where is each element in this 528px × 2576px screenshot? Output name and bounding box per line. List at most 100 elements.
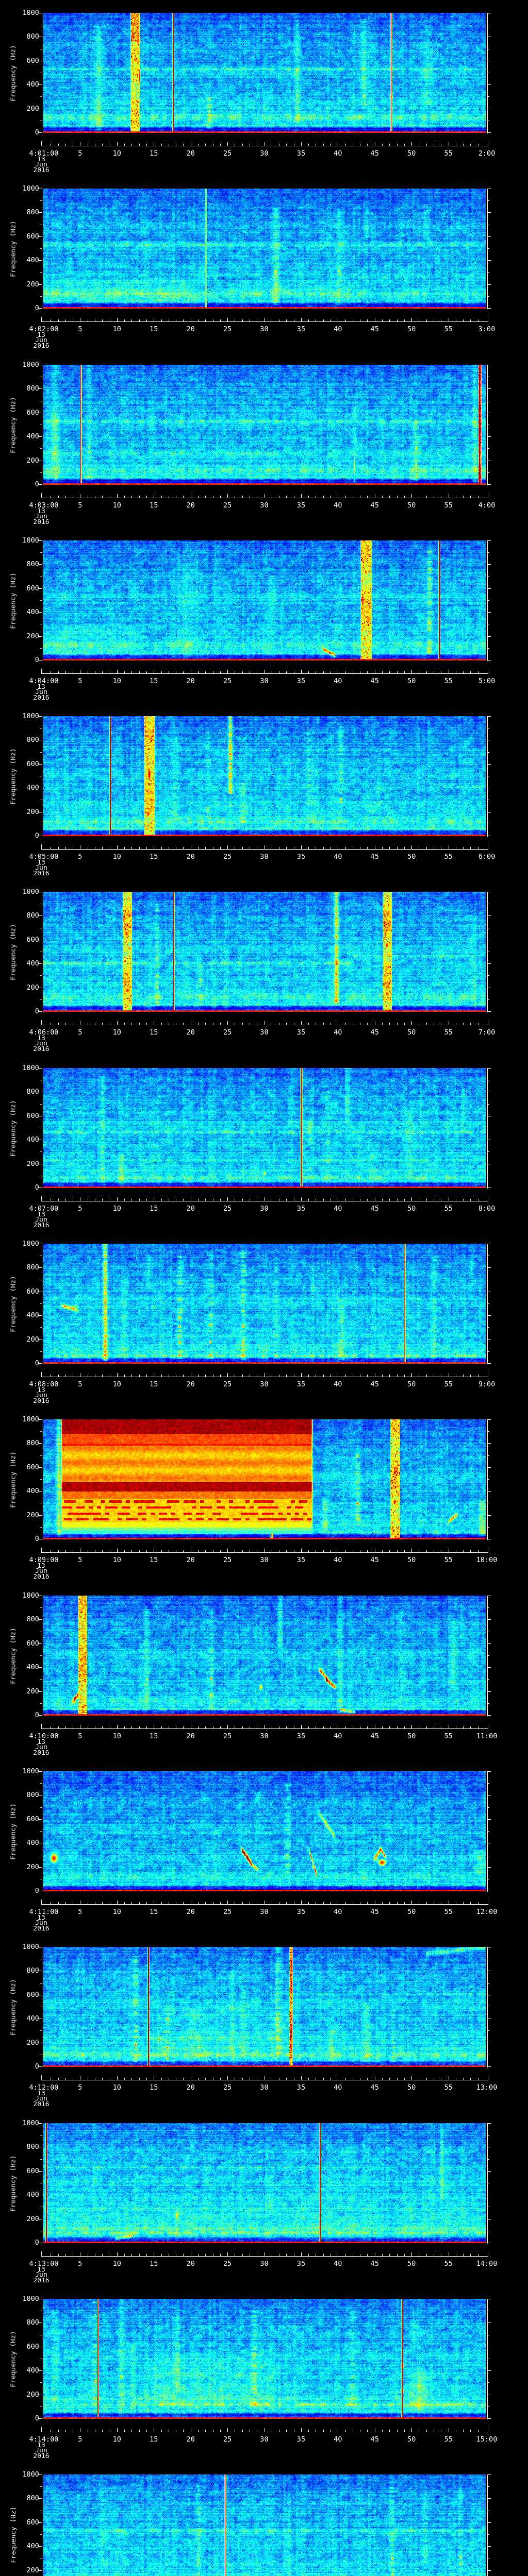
x-tick-label: 10 [113,1556,121,1564]
x-tick-label: 15 [150,2436,158,2443]
x-tick-label: 15 [150,1733,158,1740]
x-tick-label: 30 [260,853,268,860]
x-tick-label: 15 [150,2084,158,2091]
x-tick-label: 15 [150,2260,158,2267]
y-tick-label: 1000 [0,1592,39,1599]
y-tick-label: 1000 [0,888,39,895]
y-tick-label: 400 [0,2191,39,2198]
x-tick-label: 5 [78,677,82,685]
y-axis-label: Frequency (Hz) [10,1628,16,1684]
x-tick-label: 10 [113,1908,121,1916]
y-tick-label: 600 [0,57,39,64]
x-tick-label: 40 [334,2436,342,2443]
x-tick-label: 5 [78,1733,82,1740]
y-tick-label: 200 [0,2215,39,2223]
y-tick-label: 600 [0,1112,39,1120]
y-axis-label: Frequency (Hz) [10,924,16,980]
x-tick-label: 15 [150,853,158,860]
x-tick-label: 20 [187,2084,195,2091]
y-tick-label: 1000 [0,1768,39,1775]
x-tick-label: 50 [407,150,416,157]
x-tick-label: 5 [78,150,82,157]
y-tick-label: 0 [0,304,39,312]
spectrogram-panel-7: Frequency (Hz)02004006008001000510152025… [0,1055,528,1231]
x-tick-label: 50 [407,502,416,509]
y-axis-label: Frequency (Hz) [10,1451,16,1508]
y-tick-label: 0 [0,2239,39,2246]
x-tick-label: 25 [223,677,232,685]
y-axis-label: Frequency (Hz) [10,1803,16,1860]
x-tick-label: 50 [407,1733,416,1740]
y-axis-label: Frequency (Hz) [10,1979,16,2036]
date-label: 2016 [33,1397,49,1404]
x-tick-label: 25 [223,1381,232,1388]
y-tick-label: 400 [0,1664,39,1671]
y-tick-label: 800 [0,1616,39,1623]
x-tick-label: 5 [78,1205,82,1212]
date-label: 2016 [33,1925,49,1931]
y-tick-label: 600 [0,1464,39,1471]
y-axis-label: Frequency (Hz) [10,45,16,101]
x-tick-label: 45 [371,326,379,333]
y-tick-label: 200 [0,281,39,288]
x-tick-label: 35 [297,677,305,685]
x-tick-label: 30 [260,2260,268,2267]
y-tick-label: 800 [0,385,39,392]
x-tick-label: 50 [407,853,416,860]
x-tick-label: 25 [223,502,232,509]
x-tick-label: 20 [187,1029,195,1036]
y-tick-label: 600 [0,2519,39,2526]
y-tick-label: 1000 [0,2295,39,2302]
x-tick-label: 50 [407,326,416,333]
end-time-label: 7:00 [478,1029,496,1036]
x-tick-label: 50 [407,1908,416,1916]
x-tick-label: 35 [297,1029,305,1036]
x-tick-label: 55 [444,1381,452,1388]
y-tick-label: 600 [0,1816,39,1823]
date-label: 2016 [33,2277,49,2283]
y-tick-label: 800 [0,209,39,216]
x-tick-label: 50 [407,1029,416,1036]
x-tick-label: 45 [371,677,379,685]
x-tick-label: 45 [371,1029,379,1036]
y-axis-label: Frequency (Hz) [10,2331,16,2387]
x-tick-label: 30 [260,2084,268,2091]
y-tick-label: 600 [0,1640,39,1647]
x-tick-label: 55 [444,677,452,685]
y-tick-label: 0 [0,1887,39,1894]
x-tick-label: 15 [150,1556,158,1564]
x-tick-label: 55 [444,2084,452,2091]
end-time-label: 9:00 [478,1381,496,1388]
x-tick-label: 15 [150,502,158,509]
y-axis-label: Frequency (Hz) [10,2155,16,2212]
y-tick-label: 600 [0,936,39,943]
x-tick-label: 35 [297,1381,305,1388]
x-tick-label: 55 [444,150,452,157]
spectrogram-panel-11: Frequency (Hz)02004006008001000510152025… [0,1758,528,1935]
x-tick-label: 35 [297,2084,305,2091]
x-tick-label: 50 [407,1381,416,1388]
x-tick-label: 5 [78,1029,82,1036]
y-tick-label: 400 [0,1312,39,1319]
y-tick-label: 0 [0,481,39,488]
x-tick-label: 20 [187,150,195,157]
y-tick-label: 200 [0,105,39,112]
y-tick-label: 600 [0,2167,39,2175]
x-tick-label: 15 [150,1029,158,1036]
y-tick-label: 200 [0,457,39,464]
end-time-label: 3:00 [478,326,496,333]
y-tick-label: 800 [0,736,39,743]
x-tick-label: 20 [187,1205,195,1212]
y-axis-label: Frequency (Hz) [10,1100,16,1157]
spectrogram-stack: Frequency (Hz)02004006008001000510152025… [0,0,528,2576]
end-time-label: 10:00 [476,1556,498,1564]
y-tick-label: 800 [0,1791,39,1799]
end-time-label: 14:00 [476,2260,498,2267]
x-tick-label: 40 [334,1029,342,1036]
y-tick-label: 400 [0,1839,39,1846]
x-tick-label: 30 [260,2436,268,2443]
x-tick-label: 40 [334,1205,342,1212]
y-tick-label: 0 [0,656,39,664]
x-tick-label: 55 [444,326,452,333]
date-label: 2016 [33,2452,49,2459]
